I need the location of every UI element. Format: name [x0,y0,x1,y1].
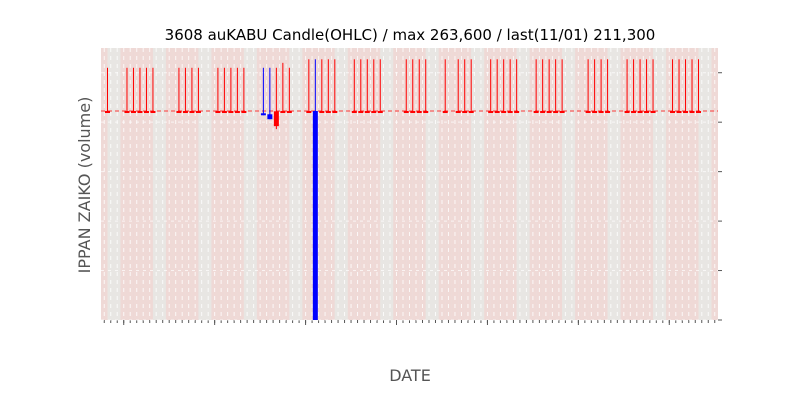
candle-body [221,111,227,114]
candle-body [605,111,611,114]
candle-body [696,111,702,114]
candle-body [267,114,273,120]
candle-body [143,111,149,114]
candle-body [644,111,650,114]
candle-body [423,111,429,114]
chart-title: 3608 auKABU Candle(OHLC) / max 263,600 /… [165,26,656,44]
candle-body [306,111,312,114]
y-axis-label: IPPAN ZAIKO (volume) [75,97,94,274]
candle-body [319,111,325,114]
candle-body [514,111,520,114]
candle-body [351,111,357,114]
candle-body [358,111,364,114]
candle-body [494,111,500,114]
candle-body [228,111,234,114]
candle-body [195,111,201,114]
candle-body [150,111,156,114]
candle-body [371,111,377,114]
candle-body [533,111,539,114]
x-axis-label: DATE [389,366,431,385]
candle-body [507,111,513,114]
candle-body [182,111,188,114]
candle-body [676,111,682,114]
candle-body [559,111,565,114]
candle-body [455,111,461,114]
candle-body [488,111,494,114]
candle-body [215,111,221,114]
candle-body [585,111,591,114]
candle-body [501,111,507,114]
candle-body [410,111,416,114]
candle-body [325,111,331,114]
candle-body [280,111,286,114]
candle-body [403,111,409,114]
candle-body [442,111,448,114]
candle-body [137,111,143,114]
candle-body [176,111,182,114]
candle-body [332,111,338,114]
candle-body [637,111,643,114]
candle-body [364,111,370,114]
candle-body [286,111,292,114]
candle-body [650,111,656,114]
candle-body [670,111,676,114]
candle-body [241,111,247,114]
candle-body [631,111,637,114]
candle-body [462,111,468,114]
candle-body [416,111,422,114]
candle-body [124,111,130,114]
candle-body [260,113,266,116]
candle-body [598,111,604,114]
candle-body [689,111,695,114]
candle-body [683,111,689,114]
candle-body [377,111,383,114]
candle-body [234,111,240,114]
candle-body [130,111,136,114]
candle-body [312,111,318,320]
candle-body [624,111,630,114]
candle-body [189,111,195,114]
candle-body [273,111,279,127]
candle-body [592,111,598,114]
candle-body [540,111,546,114]
candle-body [104,111,110,114]
candle-body [546,111,552,114]
candle-body [553,111,559,114]
candle-body [468,111,474,114]
